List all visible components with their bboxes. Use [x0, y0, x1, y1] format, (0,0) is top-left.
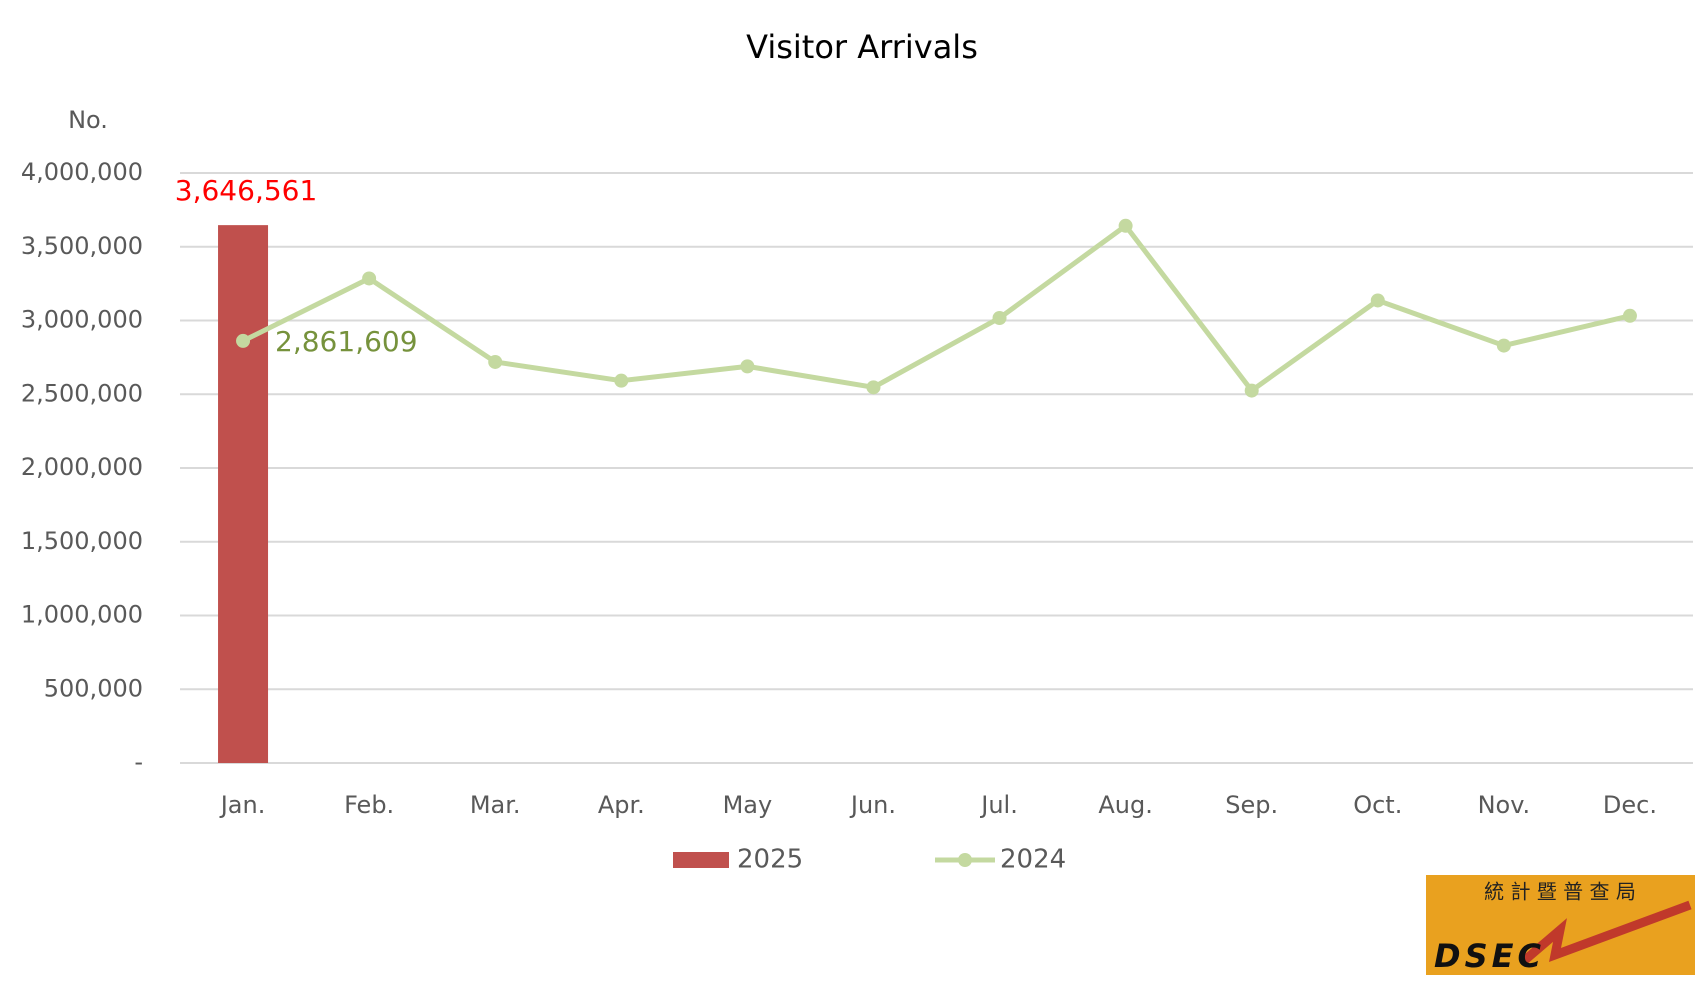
line: [241, 223, 1631, 394]
x-tick-label: Sep.: [1225, 791, 1278, 819]
chart-title: Visitor Arrivals: [746, 28, 978, 66]
y-tick-label: 2,500,000: [21, 379, 143, 407]
logo-text: DSEC: [1434, 937, 1545, 975]
line-point: [866, 380, 881, 395]
x-tick-label: Jan.: [219, 791, 266, 819]
x-tick-label: Mar.: [470, 791, 521, 819]
line-point: [1370, 293, 1385, 308]
x-tick-label: Oct.: [1353, 791, 1402, 819]
bar-value-label: 3,646,561: [175, 174, 318, 207]
x-tick-label: Feb.: [344, 791, 394, 819]
legend-swatch-point: [958, 853, 972, 867]
line-point: [236, 333, 251, 348]
line-point: [1496, 338, 1511, 353]
x-tick-label: Apr.: [598, 791, 645, 819]
x-tick-label: Aug.: [1098, 791, 1153, 819]
x-tick-label: Jun.: [849, 791, 896, 819]
line-point: [992, 310, 1007, 325]
x-tick-label: May: [723, 791, 773, 819]
line-point: [362, 271, 377, 286]
legend-swatch: [673, 852, 729, 868]
logo-zigzag: [1522, 900, 1692, 964]
line-point: [740, 359, 755, 374]
y-tick-label: 2,000,000: [21, 453, 143, 481]
x-tick-label: Dec.: [1603, 791, 1657, 819]
bar: [218, 225, 269, 763]
line-point: [1244, 383, 1259, 398]
y-tick-label: 3,500,000: [21, 232, 143, 260]
logo: 統 計 暨 普 查 局 DSEC: [1426, 875, 1695, 975]
line-point: [1118, 218, 1133, 233]
legend-label: 2024: [1000, 845, 1066, 875]
legend-label: 2025: [737, 845, 803, 875]
line-point: [614, 373, 629, 388]
x-tick-label: Jul.: [979, 791, 1018, 819]
x-tick-label: Nov.: [1478, 791, 1531, 819]
line-point: [488, 354, 503, 369]
y-tick-label: -: [134, 748, 143, 776]
line-value-label: 2,861,609: [275, 325, 418, 358]
y-tick-label: 500,000: [44, 674, 143, 702]
y-axis-label: No.: [68, 106, 108, 134]
y-tick-label: 4,000,000: [21, 158, 143, 186]
y-tick-label: 1,500,000: [21, 527, 143, 555]
logo-chinese: 統 計 暨 普 查 局: [1484, 880, 1636, 904]
y-tick-label: 1,000,000: [21, 601, 143, 629]
line-point: [1622, 308, 1637, 323]
y-tick-label: 3,000,000: [21, 306, 143, 334]
